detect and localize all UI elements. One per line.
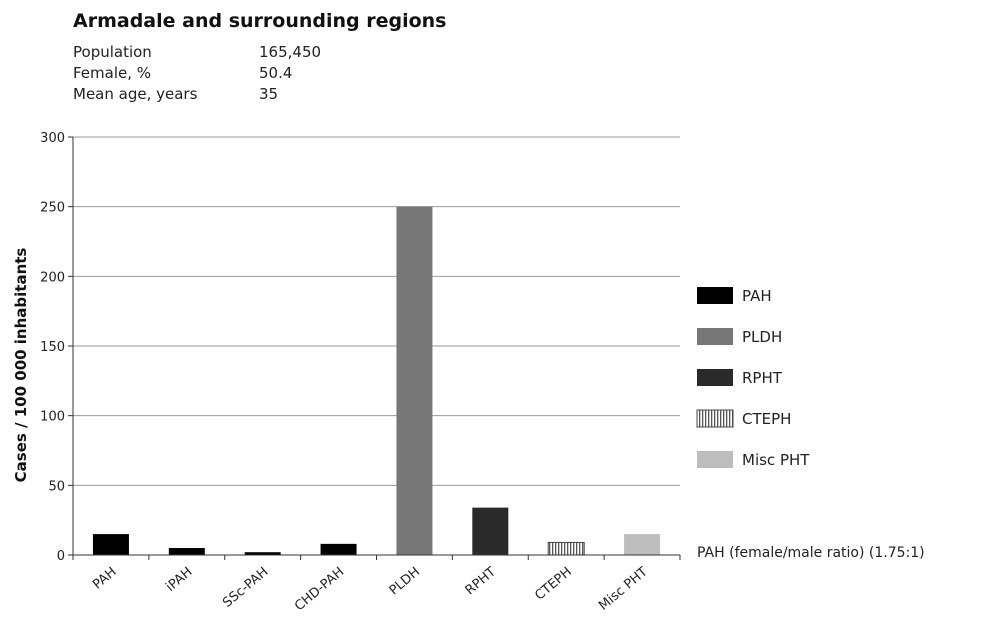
legend-label: PLDH (742, 328, 782, 346)
legend-label: CTEPH (742, 410, 791, 428)
x-tick-label: PAH (90, 565, 119, 593)
legend-swatch (697, 451, 733, 468)
bar-pah (92, 534, 129, 555)
x-tick-label: SSc-PAH (220, 565, 271, 611)
stat-row-female: Female, % 50.4 (73, 63, 321, 84)
bar-ipah (168, 548, 205, 555)
gridlines (73, 136, 680, 486)
stat-value: 35 (259, 85, 279, 103)
legend-label: Misc PHT (742, 451, 810, 469)
y-tick-label: 200 (40, 270, 65, 285)
stat-value: 50.4 (259, 64, 293, 82)
stat-label: Population (73, 43, 152, 61)
x-tick-label: PLDH (387, 565, 423, 599)
x-tick-label: RPHT (463, 565, 499, 599)
y-tick-label: 0 (57, 549, 65, 564)
bar-cteph (547, 541, 585, 556)
axes: 0 50 100 150 200 250 300 PAH iPAH SSc-PAH CHD-PAH P… (40, 131, 681, 615)
bar-chd-pah (320, 543, 357, 555)
legend: PAH PLDH RPHT CTEPH Misc PHT (696, 287, 810, 469)
legend-swatch (696, 409, 734, 428)
stat-label: Female, % (73, 64, 152, 82)
legend-swatch (697, 328, 733, 345)
x-tick-label: CTEPH (532, 565, 574, 604)
y-tick-label: 250 (40, 201, 65, 216)
stat-row-mean-age: Mean age, years 35 (73, 84, 321, 105)
legend-label: PAH (742, 287, 772, 305)
stats-table: Population 165,450 Female, % 50.4 Mean a… (73, 42, 321, 105)
x-tick-label: CHD-PAH (292, 565, 347, 615)
x-tick-label: iPAH (163, 565, 195, 595)
stat-row-population: Population 165,450 (73, 42, 321, 63)
bar-ssc-pah (244, 552, 281, 555)
y-tick-label: 100 (40, 410, 65, 425)
legend-label: RPHT (742, 369, 783, 387)
bar-misc-pht (624, 534, 661, 555)
legend-swatch (697, 369, 733, 386)
y-axis-label: Cases / 100 000 inhabitants (12, 248, 30, 483)
x-tick-label: Misc PHT (596, 565, 650, 614)
bar-rpht (472, 507, 509, 555)
stat-value: 165,450 (259, 43, 322, 61)
ratio-annotation: PAH (female/male ratio) (1.75:1) (697, 545, 925, 561)
bars (92, 206, 661, 556)
chart-title: Armadale and surrounding regions (73, 10, 447, 32)
legend-swatch (697, 287, 733, 304)
y-tick-label: 150 (40, 340, 65, 355)
y-tick-label: 300 (40, 131, 65, 146)
stat-label: Mean age, years (73, 85, 198, 103)
bar-pldh (396, 206, 433, 555)
y-tick-label: 50 (48, 479, 65, 494)
